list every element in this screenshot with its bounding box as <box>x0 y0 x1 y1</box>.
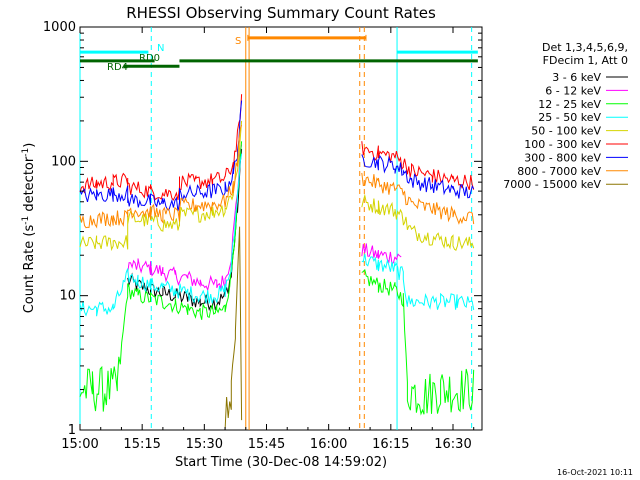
flag-bars <box>80 34 478 68</box>
y-tick-label-2: 100 <box>51 154 76 169</box>
chart-title: RHESSI Observing Summary Count Rates <box>126 4 436 22</box>
y-axis-label-sup1: -1 <box>21 216 31 225</box>
legend-label-4: 50 - 100 keV <box>531 125 601 138</box>
x-tick-label-1: 15:15 <box>123 437 160 452</box>
y-axis-label-main: Count Rate (s <box>22 225 37 314</box>
legend-label-2: 12 - 25 keV <box>538 98 601 111</box>
series-line-4 <box>79 120 475 252</box>
y-axis-label-mid: detector <box>22 156 37 216</box>
x-tick-label-0: 15:00 <box>61 437 98 452</box>
y-tick-label-3: 1000 <box>43 20 76 35</box>
series-line-7 <box>79 124 475 229</box>
x-tick-label-6: 16:30 <box>434 437 471 452</box>
annotation-n: N <box>157 43 164 54</box>
legend-label-3: 25 - 50 keV <box>538 111 601 124</box>
legend-label-7: 800 - 7000 keV <box>517 165 601 178</box>
vertical-markers <box>79 27 473 430</box>
plot-frame <box>79 26 483 431</box>
series-group <box>79 94 475 430</box>
x-tick-label-4: 16:00 <box>310 437 347 452</box>
annotation-rd4: RD4 <box>107 62 128 73</box>
axes-group: 15:00 15:15 15:30 15:45 16:00 16:15 16:30 1 10 10… <box>43 20 482 452</box>
footer-timestamp: 16-Oct-2021 10:11 <box>557 468 633 477</box>
legend-label-0: 3 - 6 keV <box>552 71 601 84</box>
legend-header-line-1: Det 1,3,4,5,6,9, <box>542 41 628 54</box>
series-line-5 <box>79 94 475 201</box>
series-line-1 <box>127 144 402 292</box>
x-axis-label: Start Time (30-Dec-08 14:59:02) <box>175 455 387 470</box>
x-tick-label-2: 15:30 <box>186 437 223 452</box>
legend-label-8: 7000 - 15000 keV <box>503 178 601 191</box>
series-line-6 <box>79 100 475 212</box>
annotation-s: S <box>235 36 241 47</box>
series-line-3 <box>79 153 475 317</box>
x-tick-label-5: 16:15 <box>372 437 409 452</box>
annotation-rd0: RD0 <box>139 53 160 64</box>
legend-label-5: 100 - 300 keV <box>524 138 601 151</box>
legend-label-1: 6 - 12 keV <box>545 84 601 97</box>
series-line-8 <box>224 226 243 430</box>
y-tick-label-0: 1 <box>68 423 76 438</box>
y-axis-label-sup2: -1 <box>21 148 31 157</box>
y-tick-label-1: 10 <box>59 289 76 304</box>
x-tick-label-3: 15:45 <box>248 437 285 452</box>
legend-header-line-2: FDecim 1, Att 0 <box>543 54 628 67</box>
series-line-2 <box>79 141 475 416</box>
y-axis-label-end: ) <box>22 143 37 148</box>
legend-label-6: 300 - 800 keV <box>524 151 601 164</box>
y-axis-label: Count Rate (s-1 detector-1) <box>21 143 37 314</box>
